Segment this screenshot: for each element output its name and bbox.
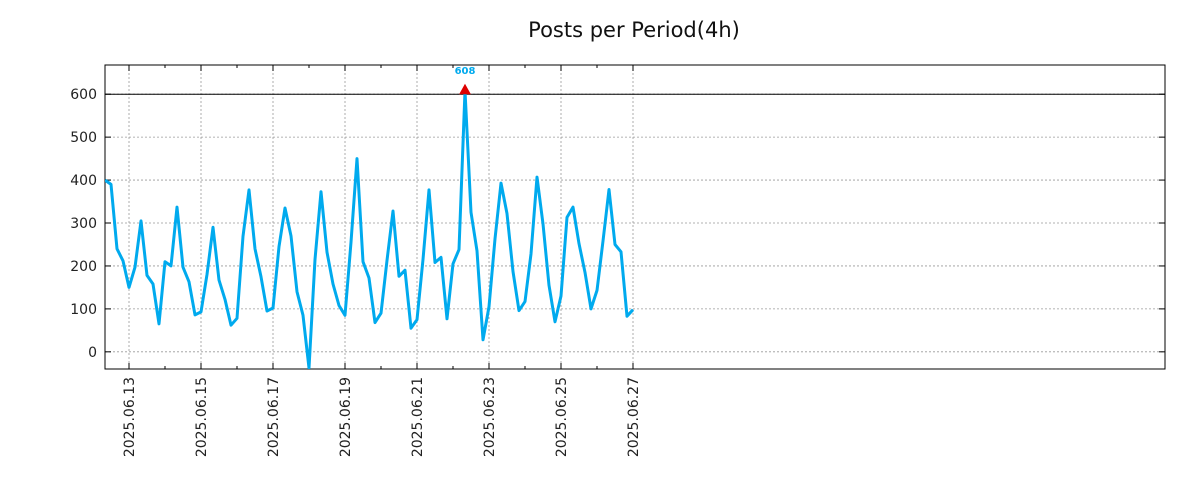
x-tick-label: 2025.06.19: [338, 377, 354, 457]
x-tick-label: 2025.06.17: [266, 377, 282, 457]
y-tick-label: 200: [70, 259, 97, 275]
x-tick-label: 2025.06.27: [626, 377, 642, 457]
y-tick-label: 400: [70, 173, 97, 189]
grid: [105, 65, 1165, 369]
axes: [104, 64, 1166, 370]
y-tick-label: 500: [70, 130, 97, 146]
tick-labels: 0 100 200 300 400 500 600 2025.06.13 2025.06.15 2…: [70, 87, 642, 457]
plot-frame: [104, 64, 1166, 370]
x-tick-label: 2025.06.23: [482, 377, 498, 457]
series-layer: 608: [105, 66, 635, 369]
y-tick-label: 100: [70, 302, 97, 318]
x-tick-label: 2025.06.25: [554, 377, 570, 457]
y-tick-label: 300: [70, 216, 97, 232]
chart-title: Posts per Period(4h): [528, 18, 740, 42]
peak-value-label: 608: [455, 66, 476, 77]
y-tick-label: 0: [88, 345, 97, 361]
y-tick-label: 600: [70, 87, 97, 103]
series-line-posts: [105, 89, 635, 369]
x-tick-label: 2025.06.13: [122, 377, 138, 457]
peak-marker: [459, 83, 471, 95]
x-tick-label: 2025.06.21: [410, 377, 426, 457]
x-tick-label: 2025.06.15: [194, 377, 210, 457]
